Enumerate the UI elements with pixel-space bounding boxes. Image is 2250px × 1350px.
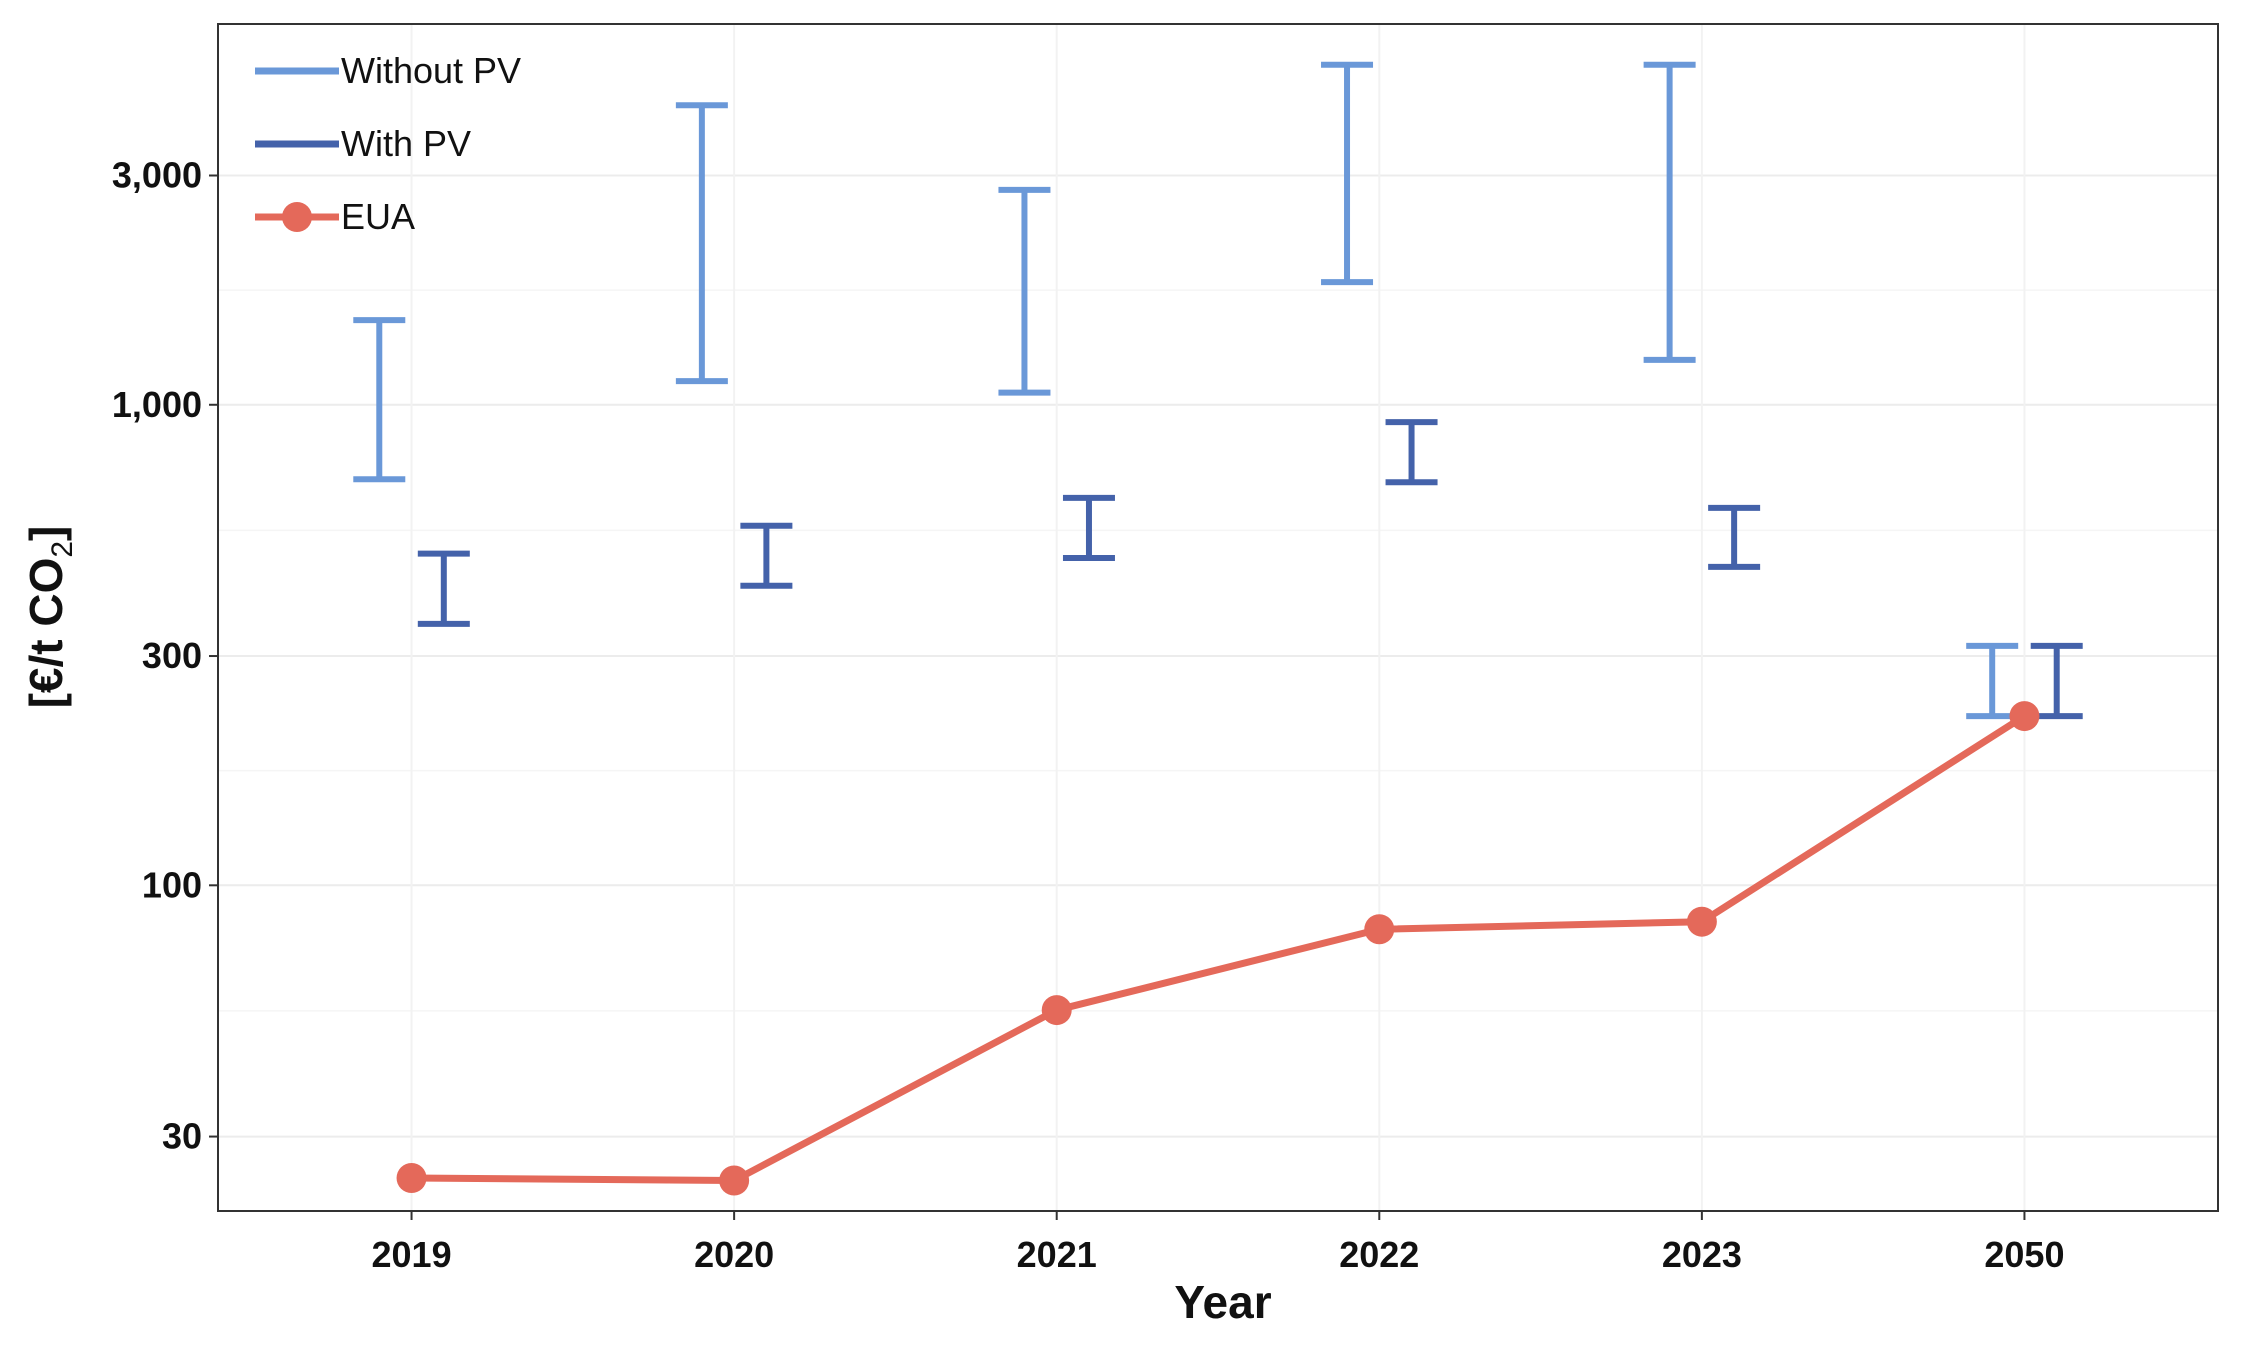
x-axis-ticks: 2019 2020 2021 2022 2023 2050 (372, 1211, 2064, 1275)
error-bars (353, 61, 2083, 720)
legend: Without PV With PV EUA (255, 50, 521, 237)
legend-label: With PV (341, 123, 471, 164)
y-axis-title: [€/t CO2] (20, 526, 79, 709)
errorbar-with-pv (1708, 504, 1761, 570)
x-tick-label: 2023 (1662, 1234, 1742, 1275)
legend-item-eua: EUA (255, 196, 415, 237)
x-axis-title: Year (1174, 1276, 1271, 1328)
y-axis-ticks: 30 100 300 1,000 3,000 (112, 154, 218, 1157)
y-tick-label: 3,000 (112, 154, 202, 195)
x-tick-label: 2021 (1017, 1234, 1097, 1275)
plot-panel-border (217, 23, 2219, 1212)
x-tick-label: 2020 (694, 1234, 774, 1275)
eua-point (2009, 701, 2040, 732)
errorbar-without-pv (1321, 61, 1374, 286)
y-axis-title-subscript: 2 (46, 541, 79, 558)
eua-line-layer (396, 701, 2040, 1196)
gridlines (218, 24, 2218, 1211)
y-tick-label: 100 (142, 864, 202, 905)
eua-point (1364, 914, 1395, 945)
errorbar-with-pv (1062, 494, 1115, 561)
errorbar-with-pv (1385, 419, 1438, 486)
legend-label: EUA (341, 196, 415, 237)
x-tick-label: 2022 (1339, 1234, 1419, 1275)
errorbar-with-pv (417, 550, 470, 627)
x-tick-label: 2019 (372, 1234, 452, 1275)
errorbar-without-pv (998, 186, 1051, 396)
eua-point (1041, 995, 1072, 1026)
errorbar-with-pv (740, 522, 793, 589)
eua-point (1686, 906, 1717, 937)
errorbar-without-pv (353, 317, 406, 483)
y-axis-title-close: ] (20, 526, 72, 541)
legend-label: Without PV (341, 50, 521, 91)
errorbar-without-pv (1643, 61, 1696, 363)
legend-item-without-pv: Without PV (255, 50, 521, 91)
legend-item-with-pv: With PV (255, 123, 471, 164)
eua-line (408, 712, 2028, 1185)
x-tick-label: 2050 (1984, 1234, 2064, 1275)
eua-point (719, 1165, 750, 1196)
legend-key-point (282, 202, 312, 232)
plot-panel-background (218, 24, 2218, 1211)
errorbar-without-pv (675, 102, 728, 385)
y-tick-label: 300 (142, 635, 202, 676)
y-tick-label: 1,000 (112, 384, 202, 425)
eua-point (396, 1162, 427, 1193)
y-tick-label: 30 (162, 1116, 202, 1157)
